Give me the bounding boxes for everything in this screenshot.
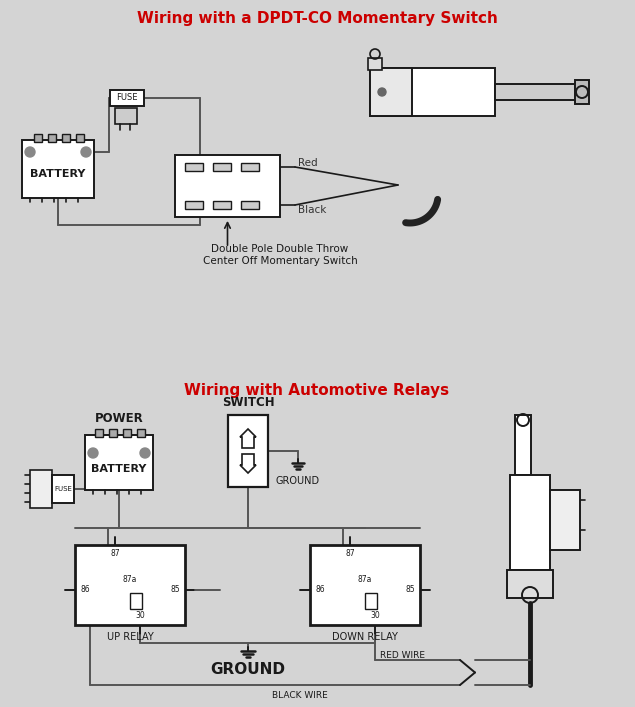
Text: GROUND: GROUND (210, 662, 286, 677)
Text: BATTERY: BATTERY (30, 169, 86, 179)
Bar (550, 490, 580, 550)
Text: 86: 86 (315, 585, 325, 595)
Bar (575, 80, 589, 104)
Bar (515, 415, 531, 475)
Text: 30: 30 (135, 611, 145, 619)
Text: 87: 87 (110, 549, 120, 558)
Text: Wiring with a DPDT-CO Momentary Switch: Wiring with a DPDT-CO Momentary Switch (137, 11, 497, 25)
Circle shape (81, 147, 91, 157)
Bar (95, 429, 103, 437)
Text: RED WIRE: RED WIRE (380, 650, 425, 660)
Bar (48, 134, 56, 142)
Bar (62, 134, 70, 142)
Text: 30: 30 (370, 611, 380, 619)
Circle shape (88, 448, 98, 458)
FancyArrow shape (240, 429, 256, 448)
Bar (370, 68, 495, 116)
Text: 85: 85 (170, 585, 180, 595)
Text: Black: Black (298, 205, 326, 215)
Bar (75, 545, 185, 625)
Bar (175, 155, 280, 217)
Bar (30, 470, 52, 508)
Bar (368, 58, 382, 70)
Text: Wiring with Automotive Relays: Wiring with Automotive Relays (184, 382, 450, 397)
Bar (185, 201, 203, 209)
Bar (76, 134, 84, 142)
Bar (109, 429, 117, 437)
Bar (123, 429, 131, 437)
Text: 86: 86 (80, 585, 90, 595)
Text: FUSE: FUSE (116, 93, 138, 103)
Text: 87a: 87a (123, 575, 137, 585)
Bar (85, 435, 153, 490)
Bar (34, 134, 42, 142)
Circle shape (25, 147, 35, 157)
Text: 87a: 87a (358, 575, 372, 585)
Bar (241, 201, 259, 209)
Bar (22, 140, 94, 198)
Bar (185, 163, 203, 171)
Bar (507, 570, 553, 598)
Circle shape (378, 88, 386, 96)
Text: FUSE: FUSE (54, 486, 72, 492)
Text: SWITCH: SWITCH (222, 397, 274, 409)
Bar (510, 475, 550, 570)
Bar (115, 108, 137, 124)
Text: Red: Red (298, 158, 318, 168)
Text: UP RELAY: UP RELAY (107, 632, 154, 642)
FancyArrow shape (240, 454, 256, 473)
Text: BATTERY: BATTERY (91, 464, 147, 474)
Text: DOWN RELAY: DOWN RELAY (332, 632, 398, 642)
Circle shape (140, 448, 150, 458)
Bar (137, 429, 145, 437)
Bar (228, 415, 268, 487)
Bar (365, 593, 377, 609)
Text: 85: 85 (405, 585, 415, 595)
Text: Double Pole Double Throw
Center Off Momentary Switch: Double Pole Double Throw Center Off Mome… (203, 244, 358, 266)
Bar (241, 163, 259, 171)
Bar (213, 163, 231, 171)
Bar (52, 475, 74, 503)
Bar (130, 593, 142, 609)
Text: 87: 87 (345, 549, 355, 558)
Text: POWER: POWER (95, 412, 144, 426)
Bar (495, 84, 575, 100)
Bar (310, 545, 420, 625)
Bar (370, 68, 412, 116)
Bar (110, 90, 144, 106)
Text: BLACK WIRE: BLACK WIRE (272, 691, 328, 699)
Text: GROUND: GROUND (276, 476, 320, 486)
Bar (213, 201, 231, 209)
